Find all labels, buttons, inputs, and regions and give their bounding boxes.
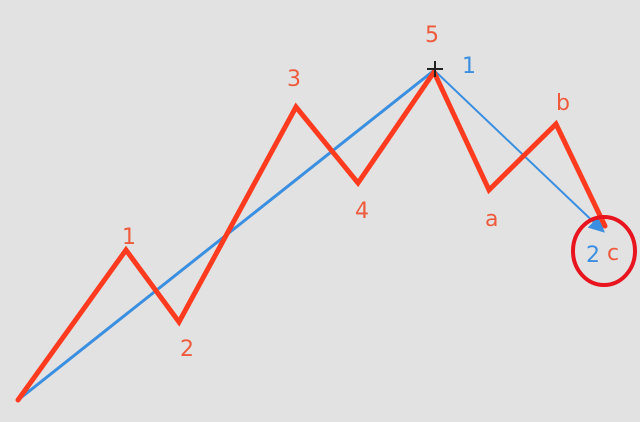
trend-label-2: 2 [586,243,600,268]
wave-label-3: 3 [287,67,301,92]
trend-label-1: 1 [462,54,476,79]
trend-line-correction [435,71,605,233]
highlight-circle [571,215,637,287]
wave-label-b: b [556,91,570,116]
wave-label-1: 1 [122,225,136,250]
crosshair-cursor-icon [427,61,443,77]
wave-label-a: a [485,207,498,232]
wave-label-c: c [607,241,619,266]
elliott-wave-path [15,66,608,403]
wave-label-4: 4 [355,199,369,224]
wave-label-2: 2 [180,337,194,362]
wave-label-5: 5 [425,23,439,48]
